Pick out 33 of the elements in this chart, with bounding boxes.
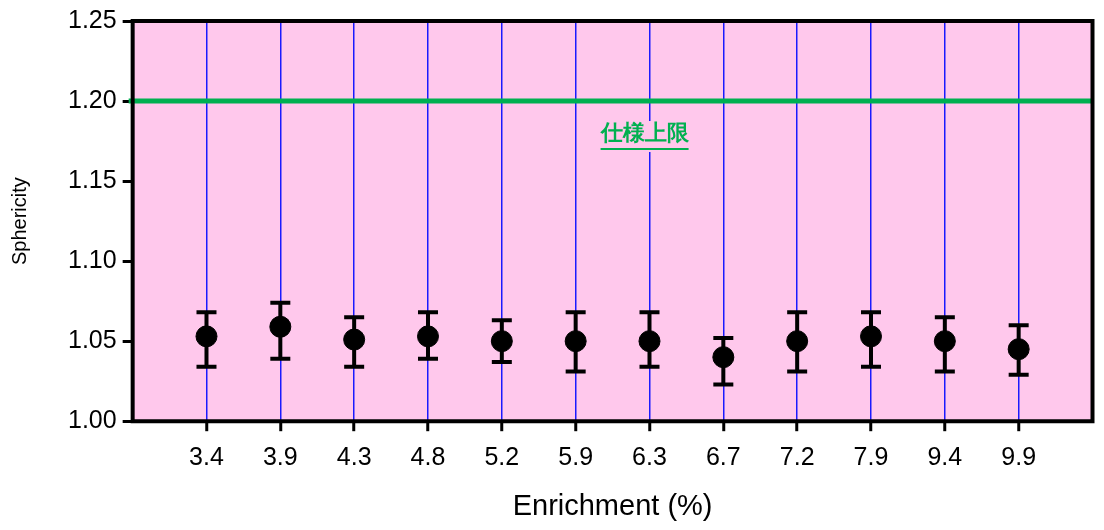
x-axis-title: Enrichment (%) [512,488,713,521]
y-axis-title: Sphericity [7,177,30,266]
point [564,330,587,353]
x-tick-label: 6.7 [705,442,741,471]
point [1007,338,1030,361]
x-tick-label: 7.2 [779,442,815,471]
x-tick-label: 6.3 [632,442,667,471]
point [933,330,956,353]
x-tick-label: 5.2 [484,442,520,471]
y-tick-label: 1.25 [67,4,117,33]
point [195,325,218,348]
point [416,325,439,348]
y-tick-label: 1.15 [67,164,117,193]
point [638,330,661,353]
point [343,328,366,351]
y-tick-label: 1.10 [67,245,117,274]
x-tick-label: 7.9 [853,442,889,471]
point [712,346,735,369]
x-tick-label: 4.8 [410,442,446,471]
x-tick-label: 3.4 [189,442,224,471]
point [269,315,292,338]
x-tick-label: 9.9 [1001,442,1037,471]
ref-line-label: 仕様上限 [599,120,690,146]
point [786,330,809,353]
point [490,330,513,353]
x-tick-label: 3.9 [262,442,298,471]
y-tick-label: 1.00 [67,405,117,434]
point [860,325,882,348]
x-tick-label: 4.3 [336,442,372,471]
y-tick-label: 1.20 [67,84,117,113]
x-tick-label: 9.4 [927,442,963,471]
x-tick-label: 5.9 [558,442,594,471]
y-tick-label: 1.05 [67,325,117,354]
